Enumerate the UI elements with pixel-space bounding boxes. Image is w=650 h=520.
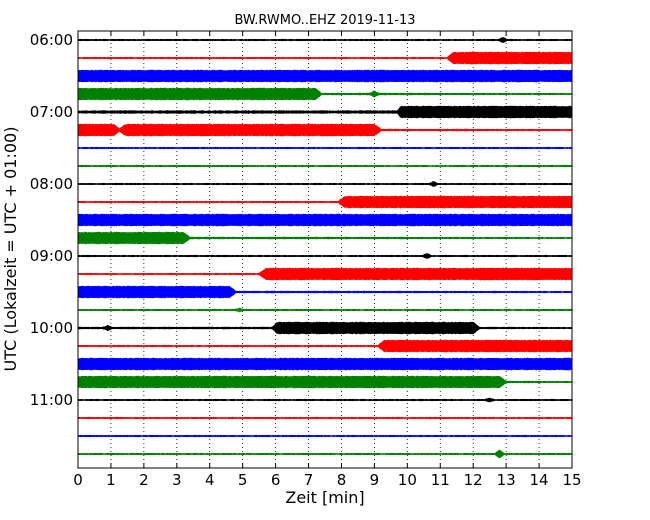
- x-tick-label: 2: [139, 471, 149, 489]
- trace-blue: [77, 146, 573, 150]
- trace-black: [77, 105, 573, 119]
- y-tick-label: 10:00: [30, 319, 73, 337]
- x-tick-label: 12: [464, 471, 483, 489]
- x-axis: 0 1 2 3 4 5 6 7 8 9 10 11 12 13 14 15: [73, 31, 582, 489]
- trace-red: [77, 51, 573, 65]
- x-tick-label: 6: [271, 471, 281, 489]
- trace-red: [77, 195, 573, 209]
- trace-black: [77, 397, 573, 403]
- trace-blue: [77, 434, 573, 438]
- chart-title: BW.RWMO..EHZ 2019-11-13: [234, 13, 415, 28]
- y-tick-label: 07:00: [30, 103, 73, 121]
- x-tick-label: 7: [304, 471, 314, 489]
- trace-green: [77, 375, 573, 389]
- x-tick-label: 1: [106, 471, 116, 489]
- trace-green: [77, 231, 573, 245]
- plot-frame: [77, 30, 573, 469]
- x-tick-label: 3: [172, 471, 182, 489]
- trace-group: [77, 37, 573, 459]
- y-tick-label: 09:00: [30, 247, 73, 265]
- trace-red: [77, 267, 573, 281]
- x-tick-label: 5: [238, 471, 248, 489]
- x-tick-label: 0: [73, 471, 83, 489]
- trace-blue: [77, 213, 573, 227]
- trace-blue: [77, 69, 573, 83]
- y-axis-label: UTC (Lokalzeit = UTC + 01:00): [1, 127, 20, 372]
- trace-red: [77, 339, 573, 353]
- x-tick-label: 4: [205, 471, 215, 489]
- trace-black: [77, 37, 573, 43]
- trace-green: [77, 307, 573, 313]
- x-tick-label: 11: [431, 471, 450, 489]
- x-tick-label: 14: [530, 471, 549, 489]
- trace-red: [77, 123, 573, 137]
- trace-green: [77, 449, 573, 459]
- trace-green: [77, 164, 573, 168]
- x-tick-label: 8: [337, 471, 347, 489]
- trace-blue: [77, 357, 573, 371]
- y-tick-label: 11:00: [30, 391, 73, 409]
- x-tick-label: 13: [497, 471, 516, 489]
- trace-black: [77, 181, 573, 187]
- x-tick-label: 9: [370, 471, 380, 489]
- y-tick-label: 08:00: [30, 175, 73, 193]
- trace-black: [77, 321, 573, 335]
- x-axis-label: Zeit [min]: [285, 488, 364, 507]
- grid-lines: [110, 31, 540, 468]
- trace-black: [77, 253, 573, 259]
- trace-green: [77, 87, 573, 101]
- trace-red: [77, 416, 573, 420]
- x-tick-label: 15: [562, 471, 581, 489]
- y-tick-label: 06:00: [30, 31, 73, 49]
- x-tick-label: 10: [398, 471, 417, 489]
- y-axis: 06:00 07:00 08:00 09:00 10:00 11:00: [30, 31, 572, 409]
- trace-blue: [77, 285, 573, 299]
